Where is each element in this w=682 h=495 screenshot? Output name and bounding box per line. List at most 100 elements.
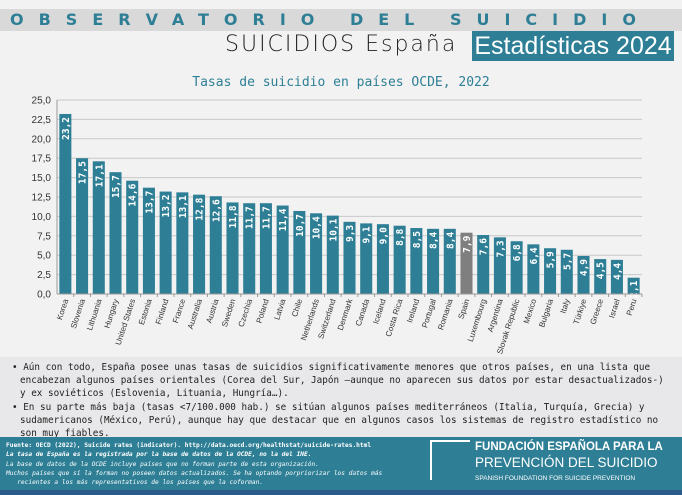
source-line: Muchos países que sí la forman no poseen… bbox=[6, 469, 383, 477]
x-tick-label: Estonia bbox=[137, 297, 154, 326]
data-label: 8,4 bbox=[445, 232, 456, 249]
data-label: 2,1 bbox=[629, 280, 640, 297]
data-label: 7,3 bbox=[495, 240, 506, 257]
data-label: 6,4 bbox=[529, 247, 540, 264]
bar bbox=[527, 244, 540, 294]
data-label: 8,8 bbox=[395, 228, 406, 245]
bar bbox=[76, 158, 89, 294]
y-tick-label: 20,0 bbox=[32, 134, 52, 145]
bar bbox=[343, 221, 356, 294]
bar bbox=[544, 248, 557, 294]
x-tick-label: Costa Rica bbox=[384, 297, 405, 338]
data-label: 11,4 bbox=[278, 208, 289, 231]
bar bbox=[410, 228, 423, 294]
data-label: 13,1 bbox=[178, 195, 189, 218]
bar bbox=[376, 224, 389, 294]
source-line: La base de datos de la OCDE incluye país… bbox=[6, 460, 319, 468]
data-label: 8,5 bbox=[412, 231, 423, 248]
x-tick-label: Israel bbox=[607, 298, 622, 320]
y-tick-label: 25,0 bbox=[32, 96, 52, 107]
bar bbox=[276, 205, 289, 294]
x-tick-label: Hungary bbox=[102, 298, 120, 330]
x-tick-label: Finland bbox=[154, 298, 171, 326]
bar bbox=[477, 235, 490, 294]
notes: • Aún con todo, España posee unas tasas … bbox=[0, 357, 682, 439]
x-tick-label: Latvia bbox=[272, 297, 287, 321]
data-label: 10,4 bbox=[312, 216, 323, 239]
bar bbox=[577, 255, 590, 294]
y-tick-label: 0,0 bbox=[37, 290, 51, 301]
x-tick-label: Türkiye bbox=[572, 297, 589, 325]
source-line: Fuente: OECD (2022), Suicide rates (indi… bbox=[6, 442, 372, 449]
bar bbox=[460, 232, 473, 294]
x-tick-label: Czechia bbox=[237, 297, 255, 328]
x-tick-label: Lithuania bbox=[85, 297, 104, 331]
bar-chart: 0,0 2,5 5,0 7,5 10,0 12,5 15,0 17,5 20,0 22,5 25,0… bbox=[32, 96, 643, 355]
x-tick-label: Bulgaria bbox=[537, 297, 555, 328]
x-tick-label: Portugal bbox=[420, 298, 438, 329]
source-line: recientes a los más representativos de l… bbox=[6, 479, 264, 487]
y-tick-label: 12,5 bbox=[32, 193, 52, 204]
bar bbox=[193, 194, 206, 294]
bar bbox=[443, 228, 456, 294]
bar bbox=[560, 249, 573, 294]
bar bbox=[126, 180, 139, 294]
data-label: 9,1 bbox=[362, 226, 373, 243]
x-tick-label: Ireland bbox=[405, 298, 421, 324]
y-tick-label: 17,5 bbox=[32, 154, 52, 165]
data-label: 15,7 bbox=[111, 175, 122, 198]
bar bbox=[226, 202, 239, 294]
data-label: 11,7 bbox=[261, 206, 272, 229]
data-label: 11,7 bbox=[245, 206, 256, 229]
x-tick-label: Australia bbox=[186, 297, 204, 330]
data-label: 11,8 bbox=[228, 205, 239, 228]
y-tick-label: 5,0 bbox=[37, 251, 51, 262]
banner: OBSERVATORIO DEL SUICIDIO bbox=[0, 9, 682, 31]
x-tick-label: Slovenia bbox=[69, 297, 87, 329]
logo-line-3: SPANISH FOUNDATION FOR SUICIDE PREVENTIO… bbox=[475, 475, 636, 482]
x-tick-label: Peru bbox=[625, 298, 639, 317]
bar bbox=[209, 196, 222, 294]
source-line: La tasa de España es la registrada por l… bbox=[6, 451, 312, 459]
bar bbox=[259, 203, 272, 294]
bar bbox=[159, 191, 172, 294]
data-label: 4,5 bbox=[596, 262, 607, 279]
y-tick-label: 15,0 bbox=[32, 173, 52, 184]
source-notes: Fuente: OECD (2022), Suicide rates (indi… bbox=[6, 441, 382, 487]
data-label: 4,9 bbox=[579, 259, 590, 276]
data-label: 12,6 bbox=[211, 199, 222, 222]
x-tick-label: Iceland bbox=[371, 298, 388, 325]
x-tick-label: Mexico bbox=[522, 297, 539, 324]
x-tick-label: Argentina bbox=[486, 297, 505, 333]
x-tick-label: Sweden bbox=[220, 298, 237, 328]
bar bbox=[393, 225, 406, 294]
x-tick-label: Italy bbox=[559, 298, 572, 315]
data-label: 9,3 bbox=[345, 225, 356, 242]
x-tick-label: Chile bbox=[290, 297, 304, 318]
bar bbox=[142, 187, 155, 294]
chart-title: Tasas de suicidio en países OCDE, 2022 bbox=[192, 75, 490, 90]
data-label: 7,6 bbox=[479, 238, 490, 255]
x-tick-label: Austria bbox=[204, 297, 220, 324]
year-badge: Estadísticas 2024 bbox=[472, 31, 674, 61]
x-tick-label: Romania bbox=[436, 297, 455, 331]
data-label: 17,5 bbox=[78, 161, 89, 184]
data-label: 14,6 bbox=[128, 183, 139, 206]
data-label: 7,9 bbox=[462, 235, 473, 252]
bottom-bar bbox=[0, 490, 682, 495]
x-tick-label: Korea bbox=[55, 297, 70, 321]
bar bbox=[243, 203, 256, 294]
bar bbox=[610, 259, 623, 294]
logo-square-icon bbox=[430, 440, 470, 480]
y-tick-label: 2,5 bbox=[37, 270, 51, 281]
bar bbox=[360, 223, 373, 294]
bar bbox=[92, 161, 105, 294]
bar bbox=[510, 241, 523, 294]
x-tick-label: Spain bbox=[457, 298, 472, 320]
subtitle: SUICIDIOS España bbox=[225, 32, 458, 57]
footer: Fuente: OECD (2022), Suicide rates (indi… bbox=[0, 437, 682, 490]
data-label: 13,7 bbox=[144, 191, 155, 214]
x-tick-label: France bbox=[171, 297, 187, 324]
data-label: 10,7 bbox=[295, 214, 306, 237]
x-tick-label: Denmark bbox=[336, 297, 355, 332]
